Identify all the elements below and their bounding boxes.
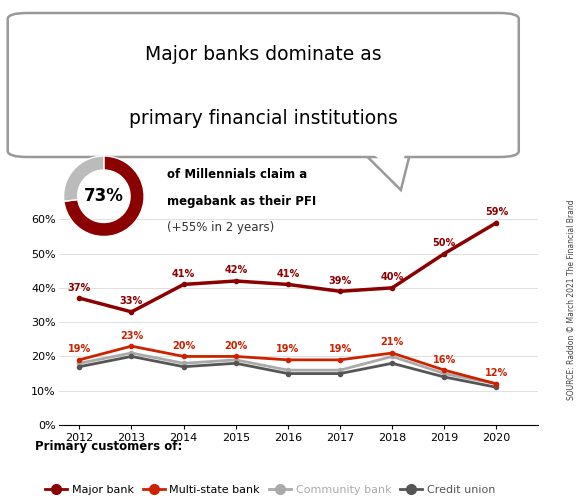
Text: 50%: 50% xyxy=(433,238,456,248)
Wedge shape xyxy=(64,156,144,236)
Text: 12%: 12% xyxy=(485,368,508,378)
Polygon shape xyxy=(366,150,406,175)
FancyBboxPatch shape xyxy=(8,13,519,157)
Text: 41%: 41% xyxy=(172,269,195,279)
Text: 23%: 23% xyxy=(120,330,143,340)
Text: 40%: 40% xyxy=(381,272,404,282)
Text: primary financial institutions: primary financial institutions xyxy=(129,108,398,128)
Text: 33%: 33% xyxy=(120,296,143,306)
Text: (+55% in 2 years): (+55% in 2 years) xyxy=(167,221,274,234)
Text: 41%: 41% xyxy=(276,269,300,279)
Text: 16%: 16% xyxy=(433,354,456,364)
Text: 73%: 73% xyxy=(84,187,124,205)
Legend: Major bank, Multi-state bank, Community bank, Credit union: Major bank, Multi-state bank, Community … xyxy=(40,480,500,499)
Text: of Millennials claim a: of Millennials claim a xyxy=(167,168,307,181)
Text: Major banks dominate as: Major banks dominate as xyxy=(145,46,381,64)
Text: 20%: 20% xyxy=(172,341,195,351)
Text: megabank as their PFI: megabank as their PFI xyxy=(167,194,316,207)
Polygon shape xyxy=(362,151,411,190)
Text: 20%: 20% xyxy=(224,341,247,351)
Text: 21%: 21% xyxy=(381,338,404,347)
Text: 39%: 39% xyxy=(328,276,352,285)
Text: Primary customers of:: Primary customers of: xyxy=(35,440,183,453)
Text: 19%: 19% xyxy=(328,344,352,354)
Text: 19%: 19% xyxy=(68,344,91,354)
Text: 37%: 37% xyxy=(68,282,91,292)
Text: 59%: 59% xyxy=(485,207,508,217)
Text: 19%: 19% xyxy=(276,344,300,354)
Text: SOURCE: Raddon © March 2021 The Financial Brand: SOURCE: Raddon © March 2021 The Financia… xyxy=(567,200,576,400)
Wedge shape xyxy=(64,156,104,202)
Text: 42%: 42% xyxy=(224,266,247,276)
